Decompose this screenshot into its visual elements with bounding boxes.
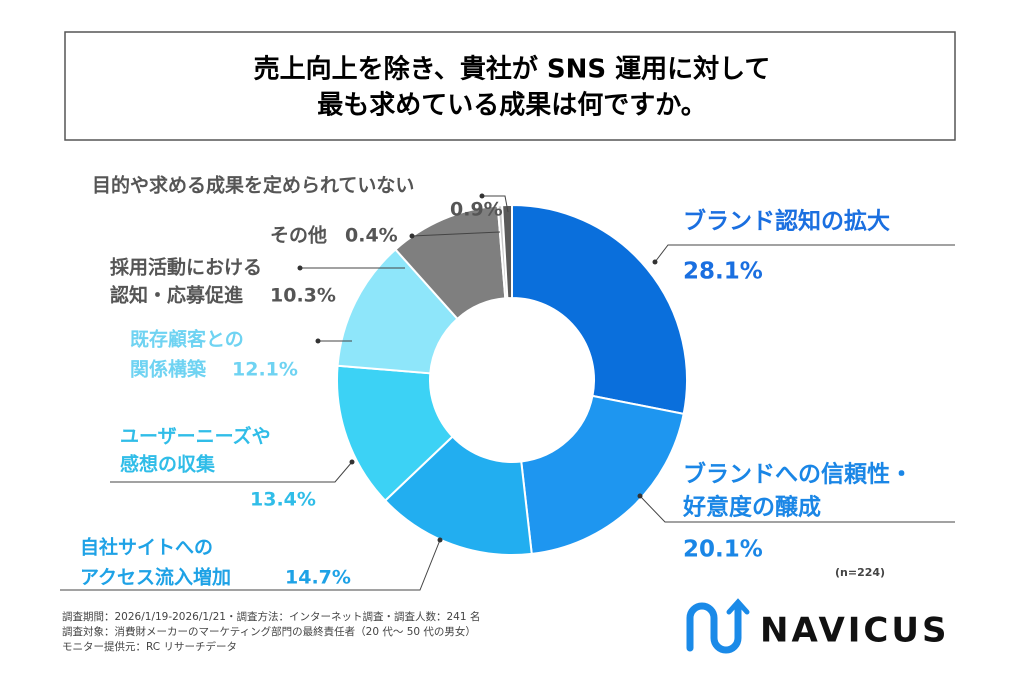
title-box (64, 31, 956, 141)
leader-dot (409, 233, 415, 239)
value-label: 0.9% (450, 199, 503, 221)
logo-text: NAVICUS (760, 611, 949, 651)
leader-dot (315, 338, 321, 344)
donut-slice (501, 203, 513, 300)
value-label: 13.4% (250, 489, 316, 511)
slice-label: 関係構築 (130, 358, 207, 381)
leader-dot (479, 193, 485, 199)
leader-line (110, 461, 353, 483)
chart-title: 売上向上を除き、貴社が SNS 運用に対して (254, 54, 771, 85)
donut-slice (511, 203, 688, 416)
leader-dot (297, 265, 303, 271)
leader-line (411, 231, 501, 237)
value-label: 10.3% (270, 285, 336, 307)
slice-label: 既存顧客との (130, 328, 244, 351)
leader-dot (637, 493, 643, 499)
value-label: 28.1% (683, 259, 763, 285)
footnote: モニター提供元：RC リサーチデータ (62, 640, 237, 653)
value-label: 12.1% (232, 359, 298, 381)
chart-title: 最も求めている成果は何ですか。 (317, 91, 706, 121)
slice-label: 目的や求める成果を定められていない (92, 174, 414, 197)
leader-line (60, 539, 441, 591)
slice-label: 感想の収集 (120, 453, 216, 476)
slice-label: 認知・応募促進 (110, 284, 243, 307)
slice-label: アクセス流入増加 (80, 566, 231, 589)
leader-dot (437, 537, 443, 543)
value-label: 0.4% (345, 225, 398, 247)
slice-label: ブランドへの信頼性・ (683, 461, 913, 488)
footnote: 調査対象：消費財メーカーのマーケティング部門の最終責任者（20 代〜 50 代の… (62, 625, 476, 638)
slice-label: その他 (270, 224, 327, 247)
donut-slice (520, 394, 685, 555)
sample-note: (n=224) (835, 566, 885, 579)
slice-label: ユーザーニーズや (120, 425, 271, 448)
slice-label: ブランド認知の拡大 (683, 208, 890, 235)
footnote: 調査期間：2026/1/19-2026/1/21・調査方法：インターネット調査・… (62, 610, 480, 623)
slice-label: 自社サイトへの (80, 536, 213, 559)
slice-label: 好意度の醸成 (682, 494, 821, 521)
slice-label: 採用活動における (110, 256, 262, 279)
leader-line (482, 195, 509, 213)
value-label: 20.1% (683, 537, 763, 563)
value-label: 14.7% (285, 567, 351, 589)
leader-line (639, 495, 955, 523)
leader-line (654, 244, 955, 263)
logo-icon (686, 598, 750, 654)
leader-dot (349, 459, 355, 465)
leader-dot (652, 259, 658, 265)
